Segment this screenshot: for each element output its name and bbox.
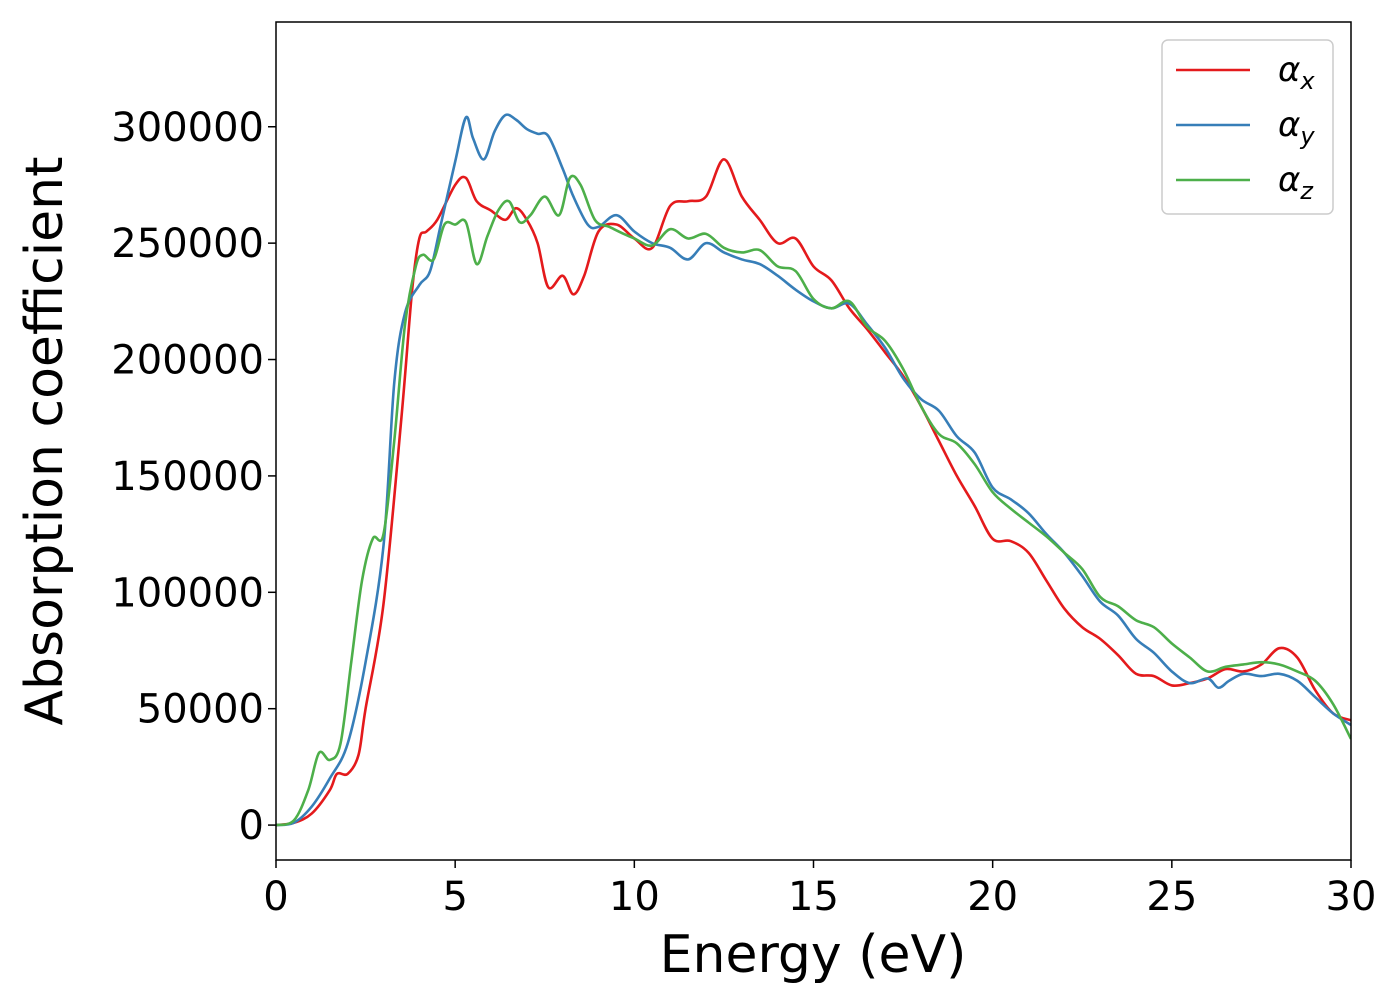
x-axis-title: Energy (eV) <box>660 925 967 985</box>
y-tick-label: 250000 <box>111 221 264 267</box>
x-tick-label: 20 <box>967 874 1018 920</box>
y-axis-title: Absorption coefficient <box>15 156 75 725</box>
x-tick-label: 5 <box>442 874 467 920</box>
x-tick-label: 25 <box>1146 874 1197 920</box>
y-axis-ticks: 0 50000 100000 150000 200000 250000 300000 <box>111 105 276 849</box>
series-layer <box>276 113 1351 827</box>
series-line-x <box>276 158 1351 827</box>
x-tick-label: 10 <box>609 874 660 920</box>
y-tick-label: 50000 <box>137 687 264 733</box>
x-tick-label: 0 <box>263 874 288 920</box>
legend: αx αy αz <box>1161 39 1334 215</box>
y-tick-label: 150000 <box>111 454 264 500</box>
x-tick-label: 30 <box>1326 874 1377 920</box>
x-tick-label: 15 <box>788 874 839 920</box>
y-tick-label: 300000 <box>111 105 264 151</box>
x-axis-ticks: 0 5 10 15 20 25 30 <box>263 860 1376 920</box>
y-tick-label: 100000 <box>111 570 264 616</box>
legend-entries: αx αy αz <box>1176 50 1315 205</box>
legend-label-y: αy <box>1278 105 1315 150</box>
legend-box <box>1161 39 1334 215</box>
y-tick-label: 0 <box>239 803 264 849</box>
legend-label-z: αz <box>1278 160 1314 205</box>
series-line-z <box>276 174 1351 827</box>
y-tick-label: 200000 <box>111 338 264 384</box>
legend-label-x: αx <box>1278 50 1315 95</box>
